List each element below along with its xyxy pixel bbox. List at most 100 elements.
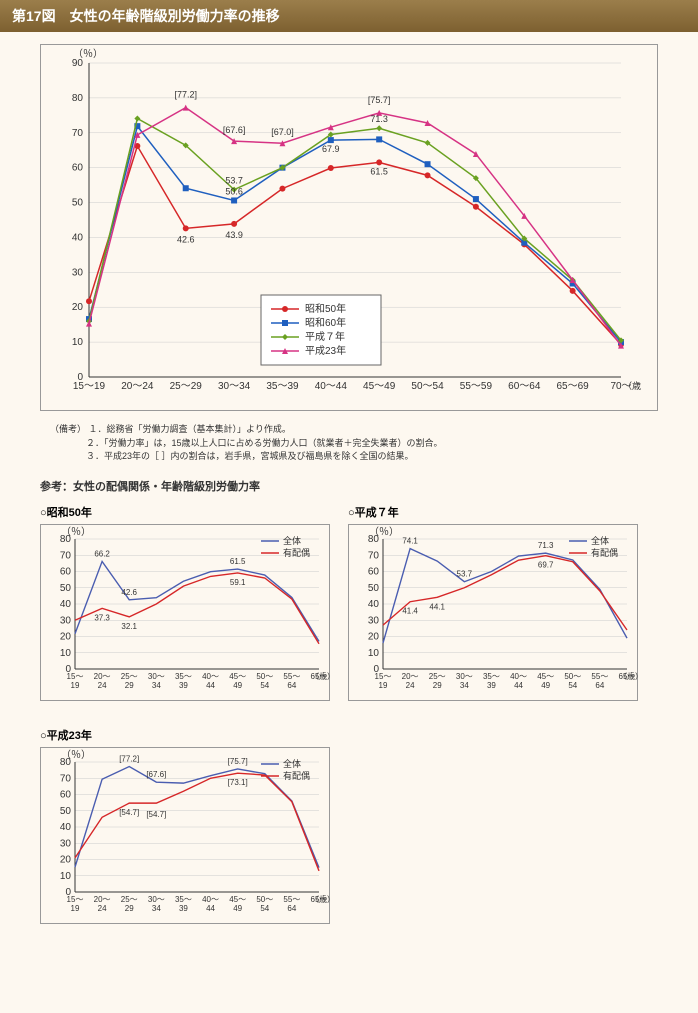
svg-text:40～: 40～: [202, 672, 219, 681]
svg-text:71.3: 71.3: [370, 114, 388, 124]
svg-text:（％）: （％）: [61, 749, 91, 761]
svg-text:44.1: 44.1: [429, 602, 445, 611]
svg-text:74.1: 74.1: [402, 536, 418, 545]
svg-text:64: 64: [287, 904, 296, 913]
svg-text:全体: 全体: [283, 758, 301, 769]
svg-text:54: 54: [260, 681, 269, 690]
svg-text:（％）: （％）: [369, 526, 399, 538]
svg-text:50～: 50～: [564, 672, 581, 681]
svg-text:24: 24: [98, 681, 107, 690]
svg-text:70: 70: [368, 550, 380, 561]
svg-text:49: 49: [233, 904, 242, 913]
svg-text:25～29: 25～29: [170, 381, 203, 392]
svg-text:45～: 45～: [229, 895, 246, 904]
svg-text:39: 39: [487, 681, 496, 690]
svg-text:55～59: 55～59: [460, 381, 493, 392]
svg-text:25～: 25～: [429, 672, 446, 681]
svg-text:49: 49: [233, 681, 242, 690]
svg-text:34: 34: [152, 904, 161, 913]
svg-text:（歳）: （歳）: [311, 671, 331, 681]
sub-chart-0: ○昭和50年01020304050607080（％）15～1920～2425～2…: [40, 500, 330, 705]
svg-text:64: 64: [595, 681, 604, 690]
svg-text:10: 10: [368, 647, 380, 658]
svg-text:有配偶: 有配偶: [283, 770, 310, 781]
svg-text:29: 29: [433, 681, 442, 690]
svg-text:有配偶: 有配偶: [591, 547, 618, 558]
svg-text:20: 20: [60, 854, 72, 865]
svg-text:30: 30: [72, 267, 84, 278]
svg-text:30: 30: [368, 615, 380, 626]
svg-text:45～49: 45～49: [363, 381, 396, 392]
svg-text:20～24: 20～24: [121, 381, 154, 392]
svg-text:39: 39: [179, 681, 188, 690]
svg-text:40～44: 40～44: [315, 381, 348, 392]
notes-label: （備考）: [50, 424, 86, 434]
svg-text:40～: 40～: [202, 895, 219, 904]
svg-text:35～39: 35～39: [266, 381, 299, 392]
svg-text:40: 40: [60, 822, 72, 833]
svg-text:20～: 20～: [94, 895, 111, 904]
svg-text:有配偶: 有配偶: [283, 547, 310, 558]
sub-chart-2: ○平成23年01020304050607080（％）15～1920～2425～2…: [40, 723, 330, 928]
svg-text:50.6: 50.6: [225, 186, 243, 196]
svg-text:60: 60: [368, 566, 380, 577]
svg-text:70: 70: [72, 128, 84, 139]
svg-text:10: 10: [60, 647, 72, 658]
svg-text:53.7: 53.7: [457, 569, 473, 578]
svg-text:45～: 45～: [229, 672, 246, 681]
sub-charts-container: ○昭和50年01020304050607080（％）15～1920～2425～2…: [40, 500, 658, 928]
svg-text:（歳）: （歳）: [619, 671, 639, 681]
svg-text:30～: 30～: [456, 672, 473, 681]
svg-text:[54.7]: [54.7]: [119, 808, 139, 817]
svg-text:40～: 40～: [510, 672, 527, 681]
svg-text:44: 44: [206, 904, 215, 913]
svg-text:60: 60: [60, 566, 72, 577]
svg-text:20: 20: [60, 631, 72, 642]
svg-text:43.9: 43.9: [225, 230, 243, 240]
svg-text:60: 60: [60, 789, 72, 800]
svg-text:[54.7]: [54.7]: [146, 810, 166, 819]
svg-text:19: 19: [379, 681, 388, 690]
svg-text:54: 54: [568, 681, 577, 690]
svg-text:44: 44: [206, 681, 215, 690]
svg-text:昭和50年: 昭和50年: [305, 302, 346, 315]
svg-text:平成23年: 平成23年: [305, 344, 346, 357]
svg-text:71.3: 71.3: [538, 541, 554, 550]
svg-text:25～: 25～: [121, 895, 138, 904]
svg-text:30～: 30～: [148, 672, 165, 681]
svg-text:66.2: 66.2: [94, 549, 110, 558]
svg-text:50: 50: [72, 198, 84, 209]
svg-text:（％）: （％）: [61, 526, 91, 538]
svg-text:15～: 15～: [67, 672, 84, 681]
svg-text:15～19: 15～19: [73, 381, 106, 392]
svg-text:50～: 50～: [256, 672, 273, 681]
svg-text:35～: 35～: [175, 895, 192, 904]
svg-text:45～: 45～: [537, 672, 554, 681]
svg-text:67.9: 67.9: [322, 144, 340, 154]
svg-text:24: 24: [406, 681, 415, 690]
svg-text:全体: 全体: [283, 535, 301, 546]
svg-text:53.7: 53.7: [225, 176, 243, 186]
svg-text:40: 40: [72, 232, 84, 243]
svg-text:35～: 35～: [175, 672, 192, 681]
svg-text:41.4: 41.4: [402, 606, 418, 615]
figure-title: 第17図 女性の年齢階級別労働力率の推移: [0, 0, 698, 32]
svg-text:30～: 30～: [148, 895, 165, 904]
svg-text:55～: 55～: [283, 895, 300, 904]
sub-chart-1: ○平成７年01020304050607080（％）15～1920～2425～29…: [348, 500, 638, 705]
svg-text:39: 39: [179, 904, 188, 913]
svg-text:55～: 55～: [283, 672, 300, 681]
sub-chart-title: ○平成23年: [40, 727, 330, 743]
svg-text:15～: 15～: [375, 672, 392, 681]
svg-text:65～69: 65～69: [557, 381, 590, 392]
svg-text:[73.1]: [73.1]: [228, 778, 248, 787]
svg-text:[67.0]: [67.0]: [271, 127, 294, 137]
svg-text:[75.7]: [75.7]: [228, 756, 248, 765]
svg-text:37.3: 37.3: [94, 613, 110, 622]
svg-text:35～: 35～: [483, 672, 500, 681]
svg-text:[75.7]: [75.7]: [368, 95, 391, 105]
svg-text:（歳）: （歳）: [623, 380, 641, 391]
svg-text:61.5: 61.5: [230, 557, 246, 566]
svg-text:64: 64: [287, 681, 296, 690]
svg-text:20～: 20～: [94, 672, 111, 681]
